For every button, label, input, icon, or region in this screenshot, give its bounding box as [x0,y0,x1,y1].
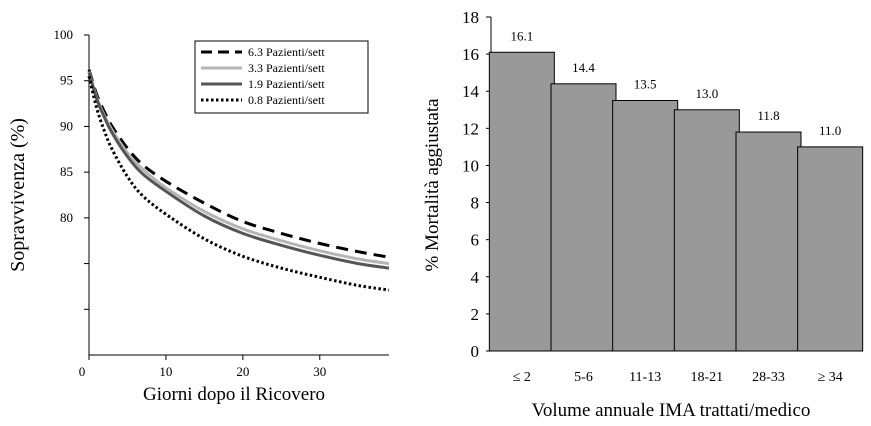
left-x-tick-label: 0 [79,364,86,379]
right-y-tick-label: 16 [462,45,479,64]
left-legend-label-2: 3.3 Pazienti/sett [248,61,325,75]
left-legend-label-1: 6.3 Pazienti/sett [248,45,325,59]
right-y-axis-title: % Mortalità aggiustata [422,98,443,272]
left-y-tick-label: 100 [54,27,74,42]
left-y-tick-label: 90 [60,118,73,133]
left-series-lines [87,69,390,292]
right-y-tick-label: 12 [462,119,479,138]
bar-data-label: 13.5 [634,77,657,92]
survival-line-chart: Sopravvivenza (%) Giorni dopo il Ricover… [7,27,390,405]
left-y-tick-label: 80 [60,210,73,225]
mortality-bar-chart: % Mortalità aggiustata Volume annuale IM… [422,8,864,421]
left-x-tick-label: 20 [236,364,249,379]
left-series-line-4 [87,75,390,292]
right-y-tick-label: 8 [471,194,480,213]
bar-category-label: ≥ 34 [818,370,843,385]
right-y-tick-label: 2 [471,305,480,324]
bar [673,109,740,352]
right-y-tick-label: 6 [471,231,480,250]
bar-data-label: 14.4 [572,60,595,75]
left-legend-label-4: 0.8 Pazienti/sett [248,93,325,107]
left-series-line-3 [87,72,390,270]
right-bars: 16.1 ≤ 2 14.4 5-6 13.5 11-13 13.0 18-21 11.8 28-3… [488,28,864,385]
bar [797,146,864,352]
left-y-tick-label: 95 [60,73,73,88]
bar-data-label: 16.1 [510,28,533,43]
right-y-tick-label: 14 [462,82,480,101]
right-y-tick-label: 10 [462,156,479,175]
bar-data-label: 11.8 [757,108,779,123]
left-y-axis-title: Sopravvivenza (%) [7,118,29,272]
bar-data-label: 11.0 [819,123,841,138]
bar [612,100,679,352]
left-series-line-1 [87,69,390,259]
bar-category-label: 5-6 [574,370,593,385]
bar-category-label: 28-33 [752,370,785,385]
bar-category-label: 18-21 [690,370,723,385]
bar-category-label: 11-13 [629,370,661,385]
left-x-tick-label: 10 [159,364,172,379]
bar [550,83,617,352]
left-ticks: 100 95 90 85 80 0 10 20 30 [54,27,327,379]
left-x-axis-title: Giorni dopo il Ricovero [143,384,325,405]
left-y-tick-label: 85 [60,164,73,179]
right-y-tick-label: 18 [462,8,479,27]
left-legend: 6.3 Pazienti/sett 3.3 Pazienti/sett 1.9 Pa… [194,40,369,114]
left-legend-label-3: 1.9 Pazienti/sett [248,77,325,91]
bar-data-label: 13.0 [695,86,718,101]
right-y-tick-label: 0 [471,342,480,361]
right-ticks: 0 2 4 6 8 10 12 14 16 18 [462,8,491,361]
right-x-axis-title: Volume annuale IMA trattati/medico [532,400,811,421]
bar-category-label: ≤ 2 [513,370,531,385]
left-x-tick-label: 30 [313,364,326,379]
right-y-tick-label: 4 [471,268,480,287]
bar [735,131,802,352]
left-axes [88,35,389,356]
bar [488,51,555,352]
